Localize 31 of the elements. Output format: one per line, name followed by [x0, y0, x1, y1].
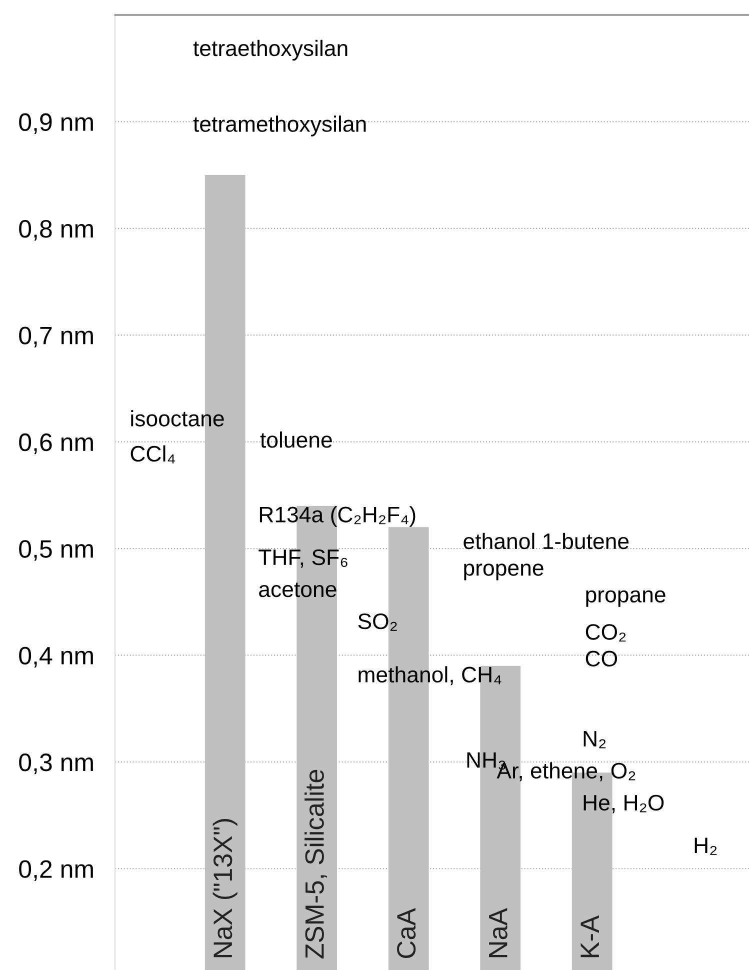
annotation: isooctane — [131, 410, 224, 426]
x-tick-label: NaA — [489, 908, 508, 958]
annotation: tetraethoxysilan — [193, 40, 348, 61]
annotation: CO — [586, 650, 618, 667]
annotation: tetramethoxysilan — [193, 116, 366, 136]
annotation: ethanol 1-butene — [464, 532, 629, 550]
x-tick-label: ZSM-5, Silicalite — [304, 770, 328, 958]
text: CCl₄ — [130, 445, 175, 464]
annotation: SO₂ — [358, 613, 397, 631]
y-tick-label: 0,3 nm — [19, 754, 93, 774]
annotation: THF, SF₆ — [258, 549, 348, 568]
annotation: N₂ — [584, 731, 606, 748]
annotation: R134a (C₂H₂F₄) — [260, 506, 416, 527]
x-tick-label: NaX ("13X") — [212, 819, 238, 958]
y-tick-label: 0,5 nm — [19, 540, 93, 561]
y-tick-label: 0,2 nm — [19, 860, 93, 881]
x-tick-label: CaA — [397, 908, 416, 958]
annotation: CO₂ — [586, 624, 626, 642]
annotation: propane — [586, 590, 666, 607]
annotation: acetone — [259, 582, 336, 598]
x-tick-label: K-A — [580, 915, 599, 958]
annotation: toluene — [260, 431, 332, 448]
y-tick-label: 0,6 nm — [19, 433, 93, 454]
annotation: He, H₂O — [584, 794, 664, 814]
text: H₂ — [694, 838, 717, 855]
annotation: propene — [464, 564, 544, 580]
y-tick-label: 0,4 nm — [19, 646, 93, 668]
annotation: methanol, CH₄ — [358, 666, 502, 686]
y-tick-label: 0,9 nm — [19, 113, 93, 134]
y-tick-label: 0,8 nm — [19, 220, 93, 241]
y-tick-label: 0,7 nm — [19, 326, 93, 348]
